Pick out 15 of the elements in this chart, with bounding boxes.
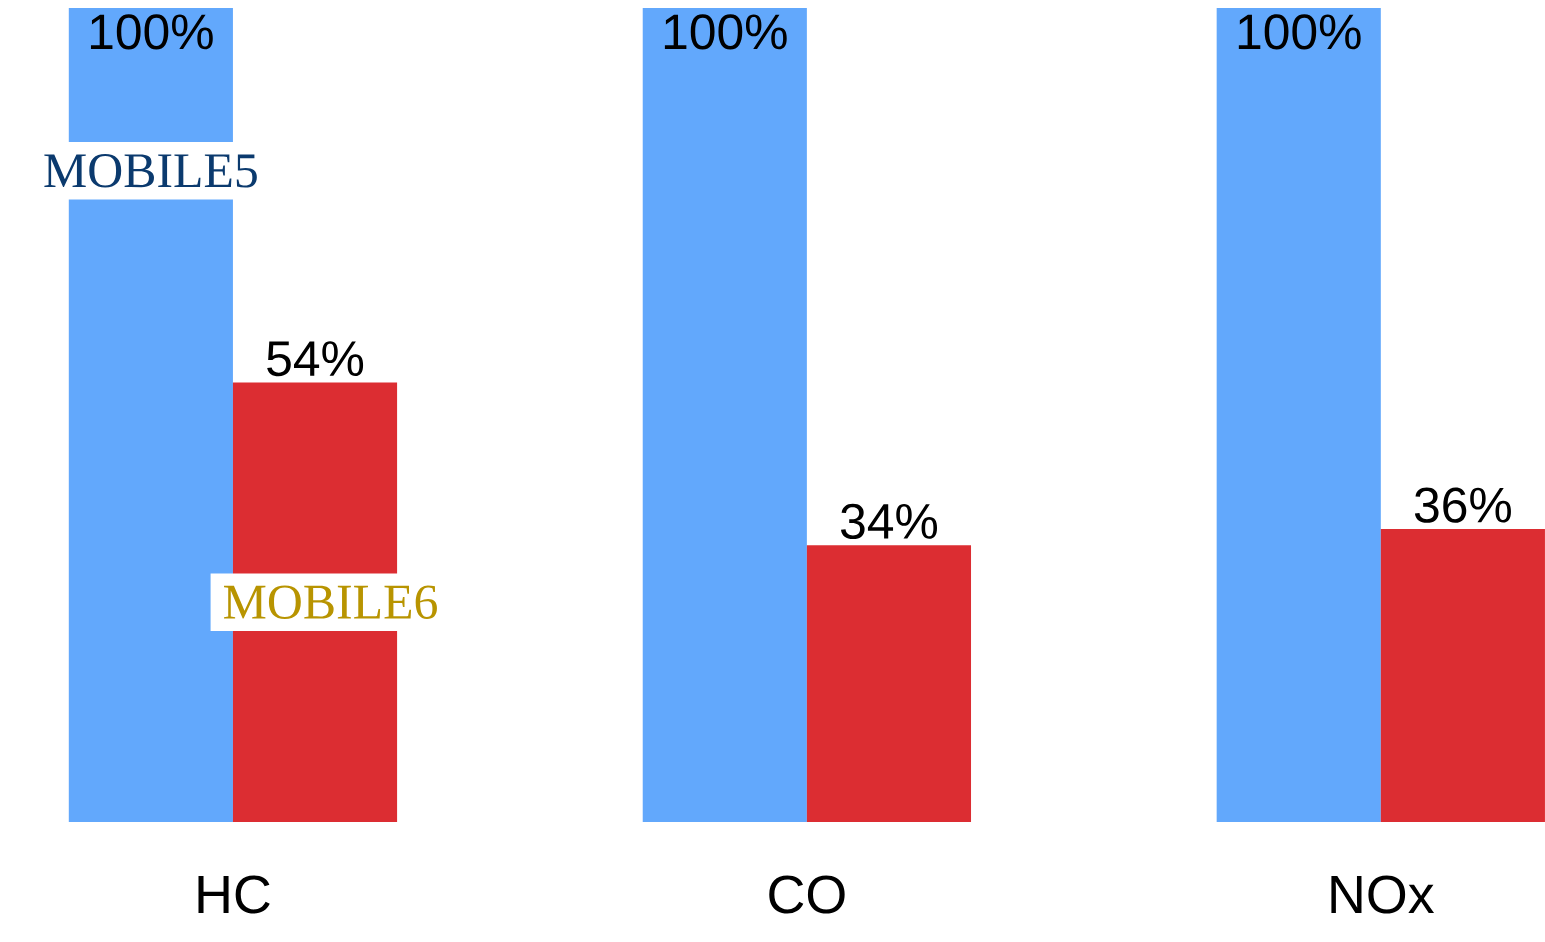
bar [1216, 7, 1381, 822]
data-label: 100% [664, 14, 787, 50]
data-label: 36% [1414, 487, 1511, 523]
data-label: 34% [840, 503, 938, 540]
x-tick-label: HC [198, 875, 270, 914]
bar [642, 7, 807, 822]
x-tick-label: NOx [1331, 875, 1435, 914]
data-label: 100% [1238, 14, 1361, 50]
bar [1380, 528, 1545, 822]
series-label: MOBILE5 [44, 154, 257, 188]
x-tick-label: CO [769, 875, 845, 914]
bar [806, 545, 972, 822]
data-label: 54% [267, 341, 364, 377]
series-label: MOBILE6 [224, 585, 437, 619]
data-label: 100% [90, 14, 213, 50]
